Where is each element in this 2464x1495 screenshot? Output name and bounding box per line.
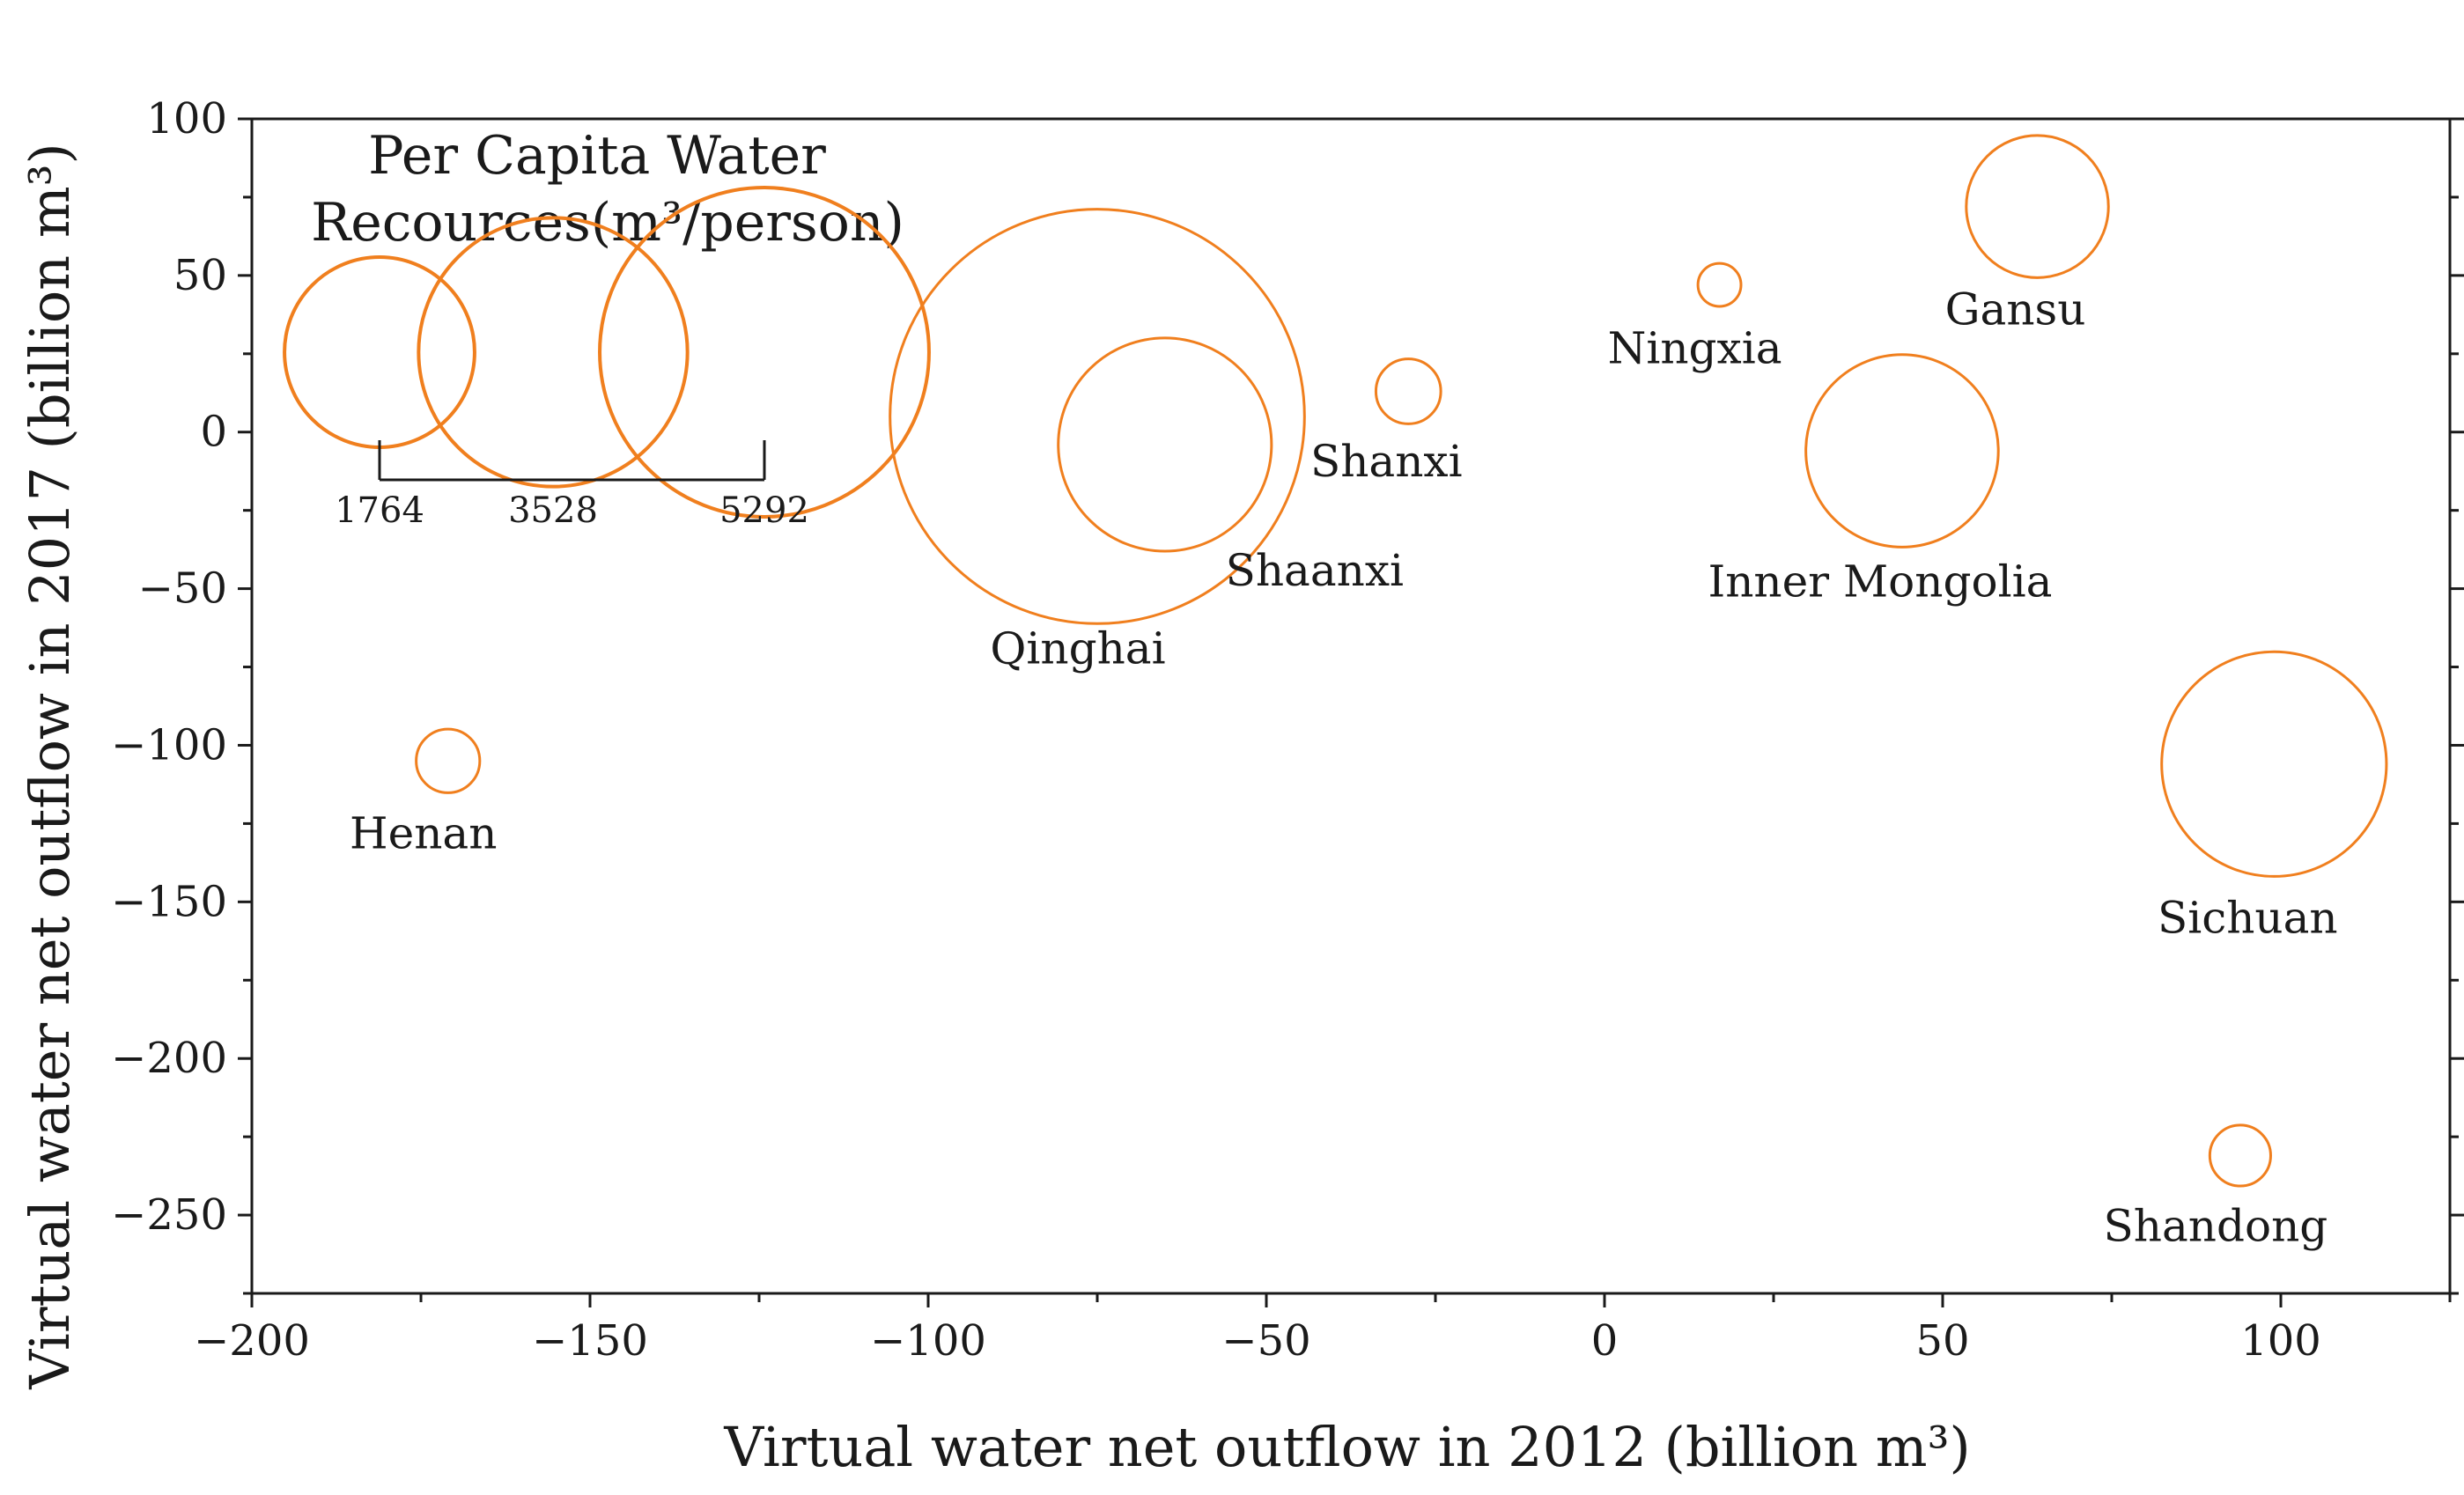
- bubble-label: Ningxia: [1608, 323, 1782, 374]
- bubble: [1804, 353, 2000, 549]
- bubble-label: Gansu: [1945, 284, 2086, 335]
- bubble: [1057, 336, 1273, 553]
- legend-title-line-1: Per Capita Water: [368, 125, 826, 187]
- plot-frame: [250, 117, 2452, 1295]
- bubble-label: Shanxi: [1310, 436, 1463, 487]
- x-tick-label: 50: [1915, 1316, 1969, 1366]
- x-tick-label: 100: [2240, 1316, 2321, 1366]
- y-tick-label: −200: [111, 1034, 227, 1083]
- legend-value-label: 1764: [335, 490, 424, 531]
- x-tick-label: 0: [1591, 1316, 1619, 1366]
- x-tick-label: −50: [1221, 1316, 1310, 1366]
- bubble: [1374, 357, 1442, 425]
- y-tick-label: 0: [200, 408, 227, 457]
- bubble-layer: Qinghai Shaanxi Shanxi Ningxia Gansu Inner Mo…: [350, 134, 2388, 1251]
- bubble: [415, 727, 482, 794]
- y-tick-label: −100: [111, 720, 227, 770]
- bubble: [1965, 134, 2110, 279]
- x-tick-label: −200: [194, 1316, 310, 1366]
- y-tick-label: −50: [138, 564, 227, 614]
- legend-bubble: [598, 186, 931, 519]
- y-tick-label: −250: [111, 1190, 227, 1240]
- bubble-label: Shaanxi: [1226, 545, 1404, 596]
- x-tick-label: −100: [870, 1316, 986, 1366]
- bubble: [2208, 1123, 2272, 1188]
- bubble-label: Inner Mongolia: [1708, 556, 2052, 607]
- bubble-label: Qinghai: [990, 622, 1165, 674]
- legend-value-label: 5292: [719, 490, 809, 531]
- bubble-label: Sichuan: [2158, 893, 2338, 944]
- y-axis-title: Virtual water net outflow in 2017 (billi…: [18, 143, 82, 1389]
- y-axis: 100 50 0 −50 −100 −150 −200 −250: [111, 94, 2464, 1295]
- legend-bubble: [417, 216, 690, 489]
- legend-value-label: 3528: [508, 490, 598, 531]
- legend-bubble: [283, 255, 476, 449]
- x-axis-title: Virtual water net outflow in 2012 (billi…: [723, 1415, 1970, 1479]
- x-axis: −200 −150 −100 −50 0 50 100: [194, 1293, 2452, 1366]
- bubble: [889, 208, 1306, 625]
- bubble-label: Henan: [350, 807, 497, 858]
- bubble-label: Shandong: [2104, 1200, 2328, 1251]
- bubble: [2160, 650, 2388, 878]
- y-tick-label: −150: [111, 877, 227, 926]
- y-tick-label: 100: [146, 94, 227, 144]
- legend-title-line-2: Recources(m³/person): [311, 192, 904, 254]
- y-tick-label: 50: [173, 251, 227, 300]
- bubble: [1696, 261, 1743, 308]
- size-legend: Per Capita Water Recources(m³/person) 17…: [283, 125, 931, 531]
- x-tick-label: −150: [532, 1316, 648, 1366]
